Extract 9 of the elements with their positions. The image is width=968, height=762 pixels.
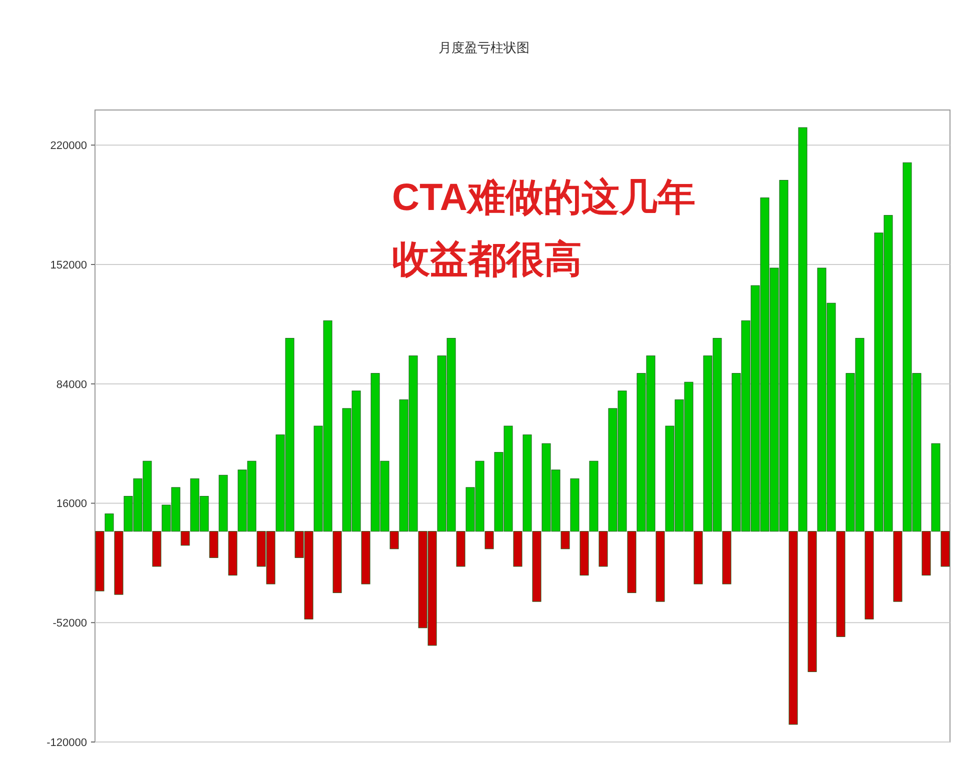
chart-title: 月度盈亏柱状图: [438, 40, 530, 55]
y-tick-label: -120000: [46, 737, 87, 749]
y-tick-label: -52000: [52, 618, 87, 630]
y-tick-label: 84000: [56, 378, 87, 391]
y-tick-label: 16000: [56, 498, 87, 510]
annotation: 收益都很高: [392, 238, 582, 281]
y-tick-label: 220000: [50, 140, 87, 152]
y-tick-label: 152000: [50, 259, 87, 272]
annotation: CTA难做的这几年: [392, 177, 696, 219]
